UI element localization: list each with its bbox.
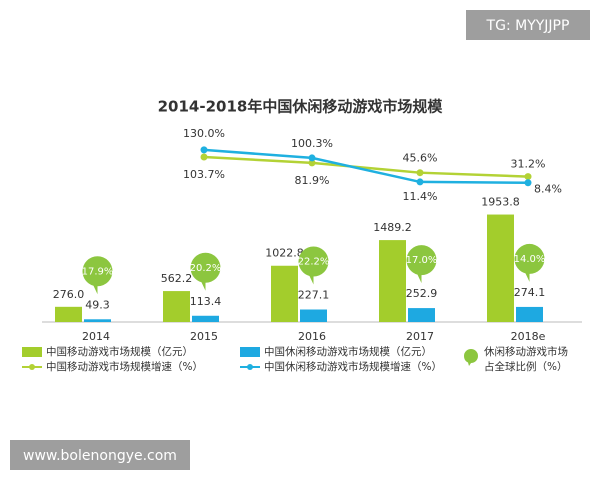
bubble-label: 20.2% [190, 263, 222, 274]
watermark: www.bolenongye.com [23, 448, 177, 464]
legend-label: 中国移动游戏市场规模（亿元） [46, 345, 193, 358]
line-point [200, 153, 208, 161]
data-label: 8.4% [534, 183, 562, 196]
bubble [190, 252, 221, 291]
line-point [416, 169, 424, 177]
bar [516, 306, 543, 322]
line-point [416, 178, 424, 186]
line-point [308, 159, 316, 167]
x-tick-label: 2016 [298, 330, 326, 343]
bubble [298, 246, 329, 285]
chart-title: 2014-2018年中国休闲移动游戏市场规模 [158, 98, 444, 116]
bar [379, 240, 406, 322]
bar [300, 309, 327, 322]
x-tick-label: 2017 [406, 330, 434, 343]
bubble [406, 245, 437, 284]
bubble-label: 14.0% [514, 254, 546, 265]
data-label: 562.2 [161, 272, 193, 285]
line [203, 148, 529, 184]
data-label: 31.2% [511, 158, 546, 171]
bar [487, 214, 514, 322]
watermark-box [10, 440, 190, 470]
data-label: 81.9% [295, 174, 330, 187]
bubble [514, 243, 545, 282]
data-label: 113.4 [190, 295, 222, 308]
line [203, 155, 529, 178]
bubble [82, 256, 113, 295]
data-label: 45.6% [403, 152, 438, 165]
data-label: 1953.8 [481, 196, 520, 209]
data-label: 227.1 [298, 289, 330, 302]
data-label: 1489.2 [373, 221, 412, 234]
data-label: 276.0 [53, 288, 85, 301]
legend-label: 休闲移动游戏市场 [484, 345, 568, 358]
data-label: 100.3% [291, 137, 333, 150]
bar [192, 315, 219, 322]
data-label: 1022.8 [265, 247, 304, 260]
watermark-box [466, 10, 590, 40]
legend-label: 中国移动游戏市场规模增速（%） [46, 360, 203, 373]
bar [408, 308, 435, 322]
bar [271, 265, 298, 322]
bubble-label: 17.0% [406, 255, 438, 266]
data-label: 103.7% [183, 168, 225, 181]
data-label: 274.1 [514, 286, 546, 299]
line-point [524, 173, 532, 181]
x-tick-label: 2015 [190, 330, 218, 343]
bubble-label: 17.9% [82, 266, 114, 277]
data-label: 11.4% [403, 190, 438, 203]
data-label: 252.9 [406, 287, 438, 300]
x-tick-label: 2018e [511, 330, 546, 343]
legend-label: 中国休闲移动游戏市场规模增速（%） [264, 360, 442, 373]
x-tick-label: 2014 [82, 330, 110, 343]
legend-swatch [29, 364, 35, 370]
watermark: TG: MYYJJPP [486, 18, 570, 34]
legend-swatch [247, 364, 253, 370]
legend-swatch [240, 347, 260, 357]
data-label: 130.0% [183, 127, 225, 140]
legend-swatch [463, 349, 478, 366]
data-label: 49.3 [85, 298, 110, 311]
legend-label: 中国休闲移动游戏市场规模（亿元） [264, 345, 432, 358]
line-point [524, 179, 532, 187]
line-point [200, 146, 208, 154]
bar [163, 291, 190, 322]
bar [55, 306, 82, 322]
legend-label: 占全球比例（%） [484, 360, 567, 373]
bar [84, 319, 111, 322]
line-point [308, 154, 316, 162]
bubble-label: 22.2% [298, 257, 330, 268]
legend-swatch [22, 347, 42, 357]
